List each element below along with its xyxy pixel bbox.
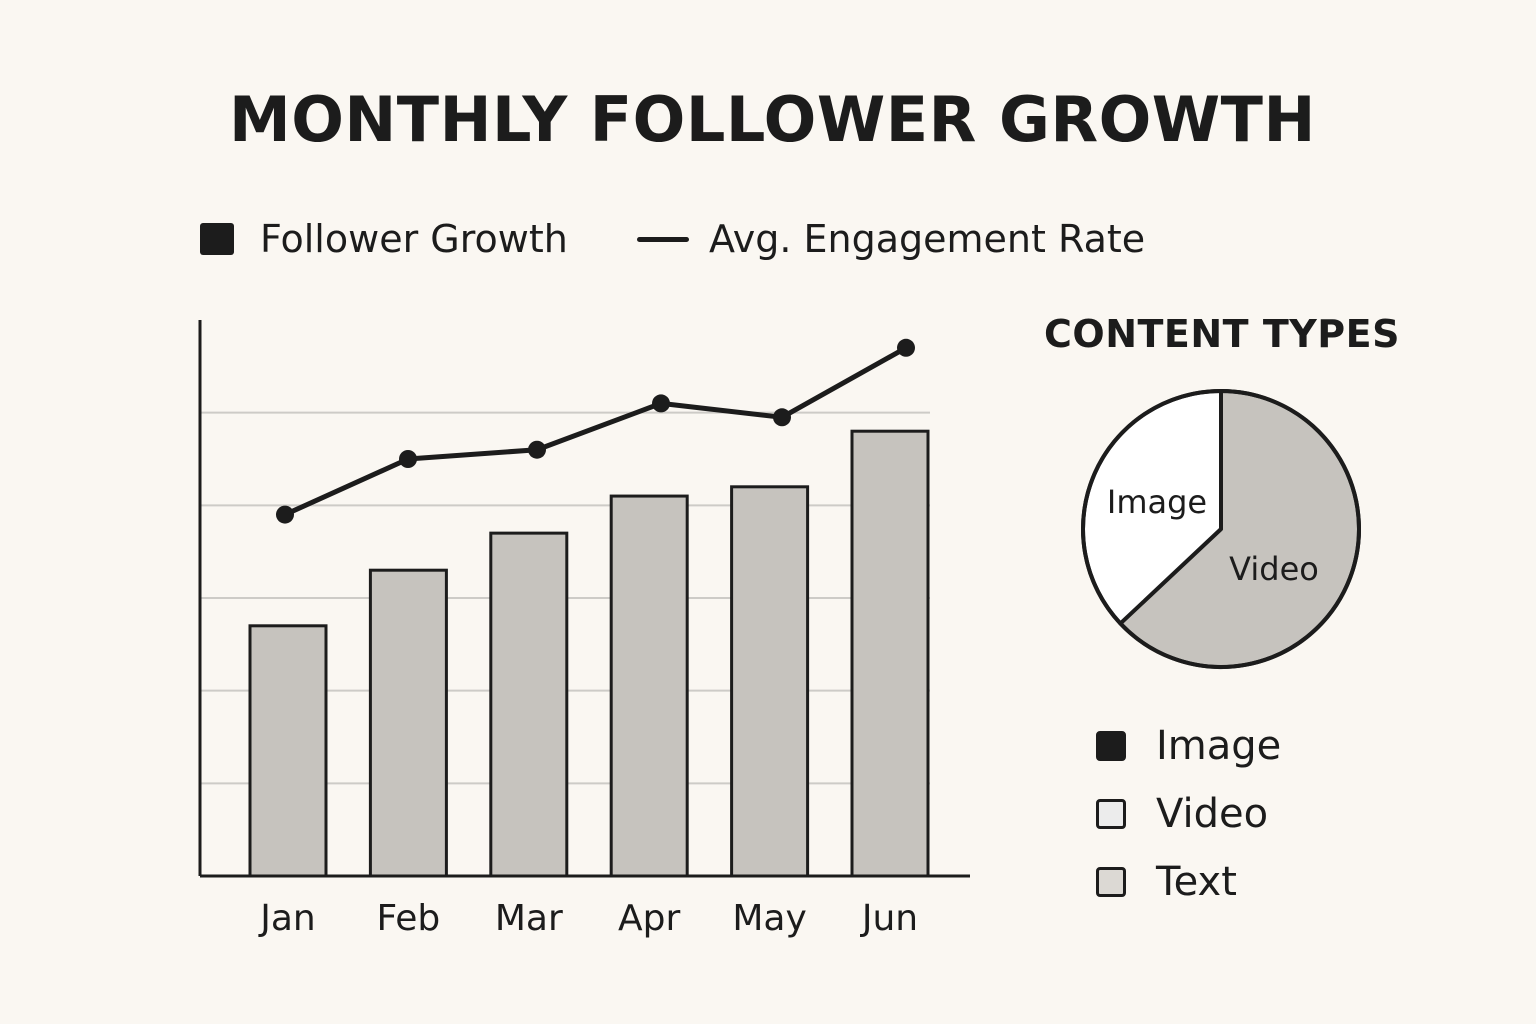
bar-jan [248, 624, 328, 878]
pie-outline [1081, 389, 1361, 669]
engagement-line [283, 345, 908, 517]
pie-legend-swatch-video [1096, 799, 1126, 829]
bar-feb [368, 568, 448, 878]
pie-legend-label-image: Image [1156, 723, 1282, 769]
legend-item-engagement-rate: Avg. Engagement Rate [637, 214, 1145, 264]
engagement-point-apr [652, 394, 670, 413]
x-tick-label: Jan [258, 898, 316, 939]
bar-may [730, 485, 810, 878]
pie-title: CONTENT TYPES [1044, 312, 1400, 356]
bar-jun [850, 429, 930, 878]
legend-label-follower-growth: Follower Growth [260, 217, 568, 261]
engagement-point-may [773, 408, 791, 427]
pie-label-video: Video [1229, 550, 1319, 588]
legend-label-engagement-rate: Avg. Engagement Rate [709, 217, 1146, 261]
pie-legend-swatch-text [1096, 867, 1126, 897]
legend-item-follower-growth: Follower Growth [200, 214, 568, 264]
bar-mar [489, 531, 569, 878]
x-tick-label: Feb [377, 898, 441, 939]
pie-legend-item-video: Video [1096, 780, 1416, 848]
pie-legend-label-video: Video [1156, 791, 1269, 837]
pie-legend: Image Video Text [1096, 712, 1416, 916]
engagement-point-jan [276, 505, 294, 524]
chart-title: MONTHLY FOLLOWER GROWTH [229, 83, 1316, 156]
pie-label-image: Image [1107, 483, 1207, 521]
x-tick-label: Apr [618, 898, 680, 939]
engagement-point-feb [399, 450, 417, 468]
x-tick-label: Mar [495, 898, 563, 939]
engagement-point-mar [528, 440, 546, 459]
pie-legend-label-text: Text [1156, 859, 1237, 905]
pie-legend-item-image: Image [1096, 712, 1416, 780]
legend-swatch-engagement-rate [637, 236, 689, 242]
main-chart-legend: Follower Growth Avg. Engagement Rate [200, 214, 1160, 264]
pie-legend-swatch-image [1096, 731, 1126, 761]
engagement-point-jun [897, 338, 915, 357]
legend-swatch-follower-growth [200, 223, 234, 255]
x-tick-label: May [732, 898, 806, 939]
x-tick-label: Jun [860, 898, 918, 939]
pie-legend-item-text: Text [1096, 848, 1416, 916]
bar-apr [609, 494, 689, 878]
